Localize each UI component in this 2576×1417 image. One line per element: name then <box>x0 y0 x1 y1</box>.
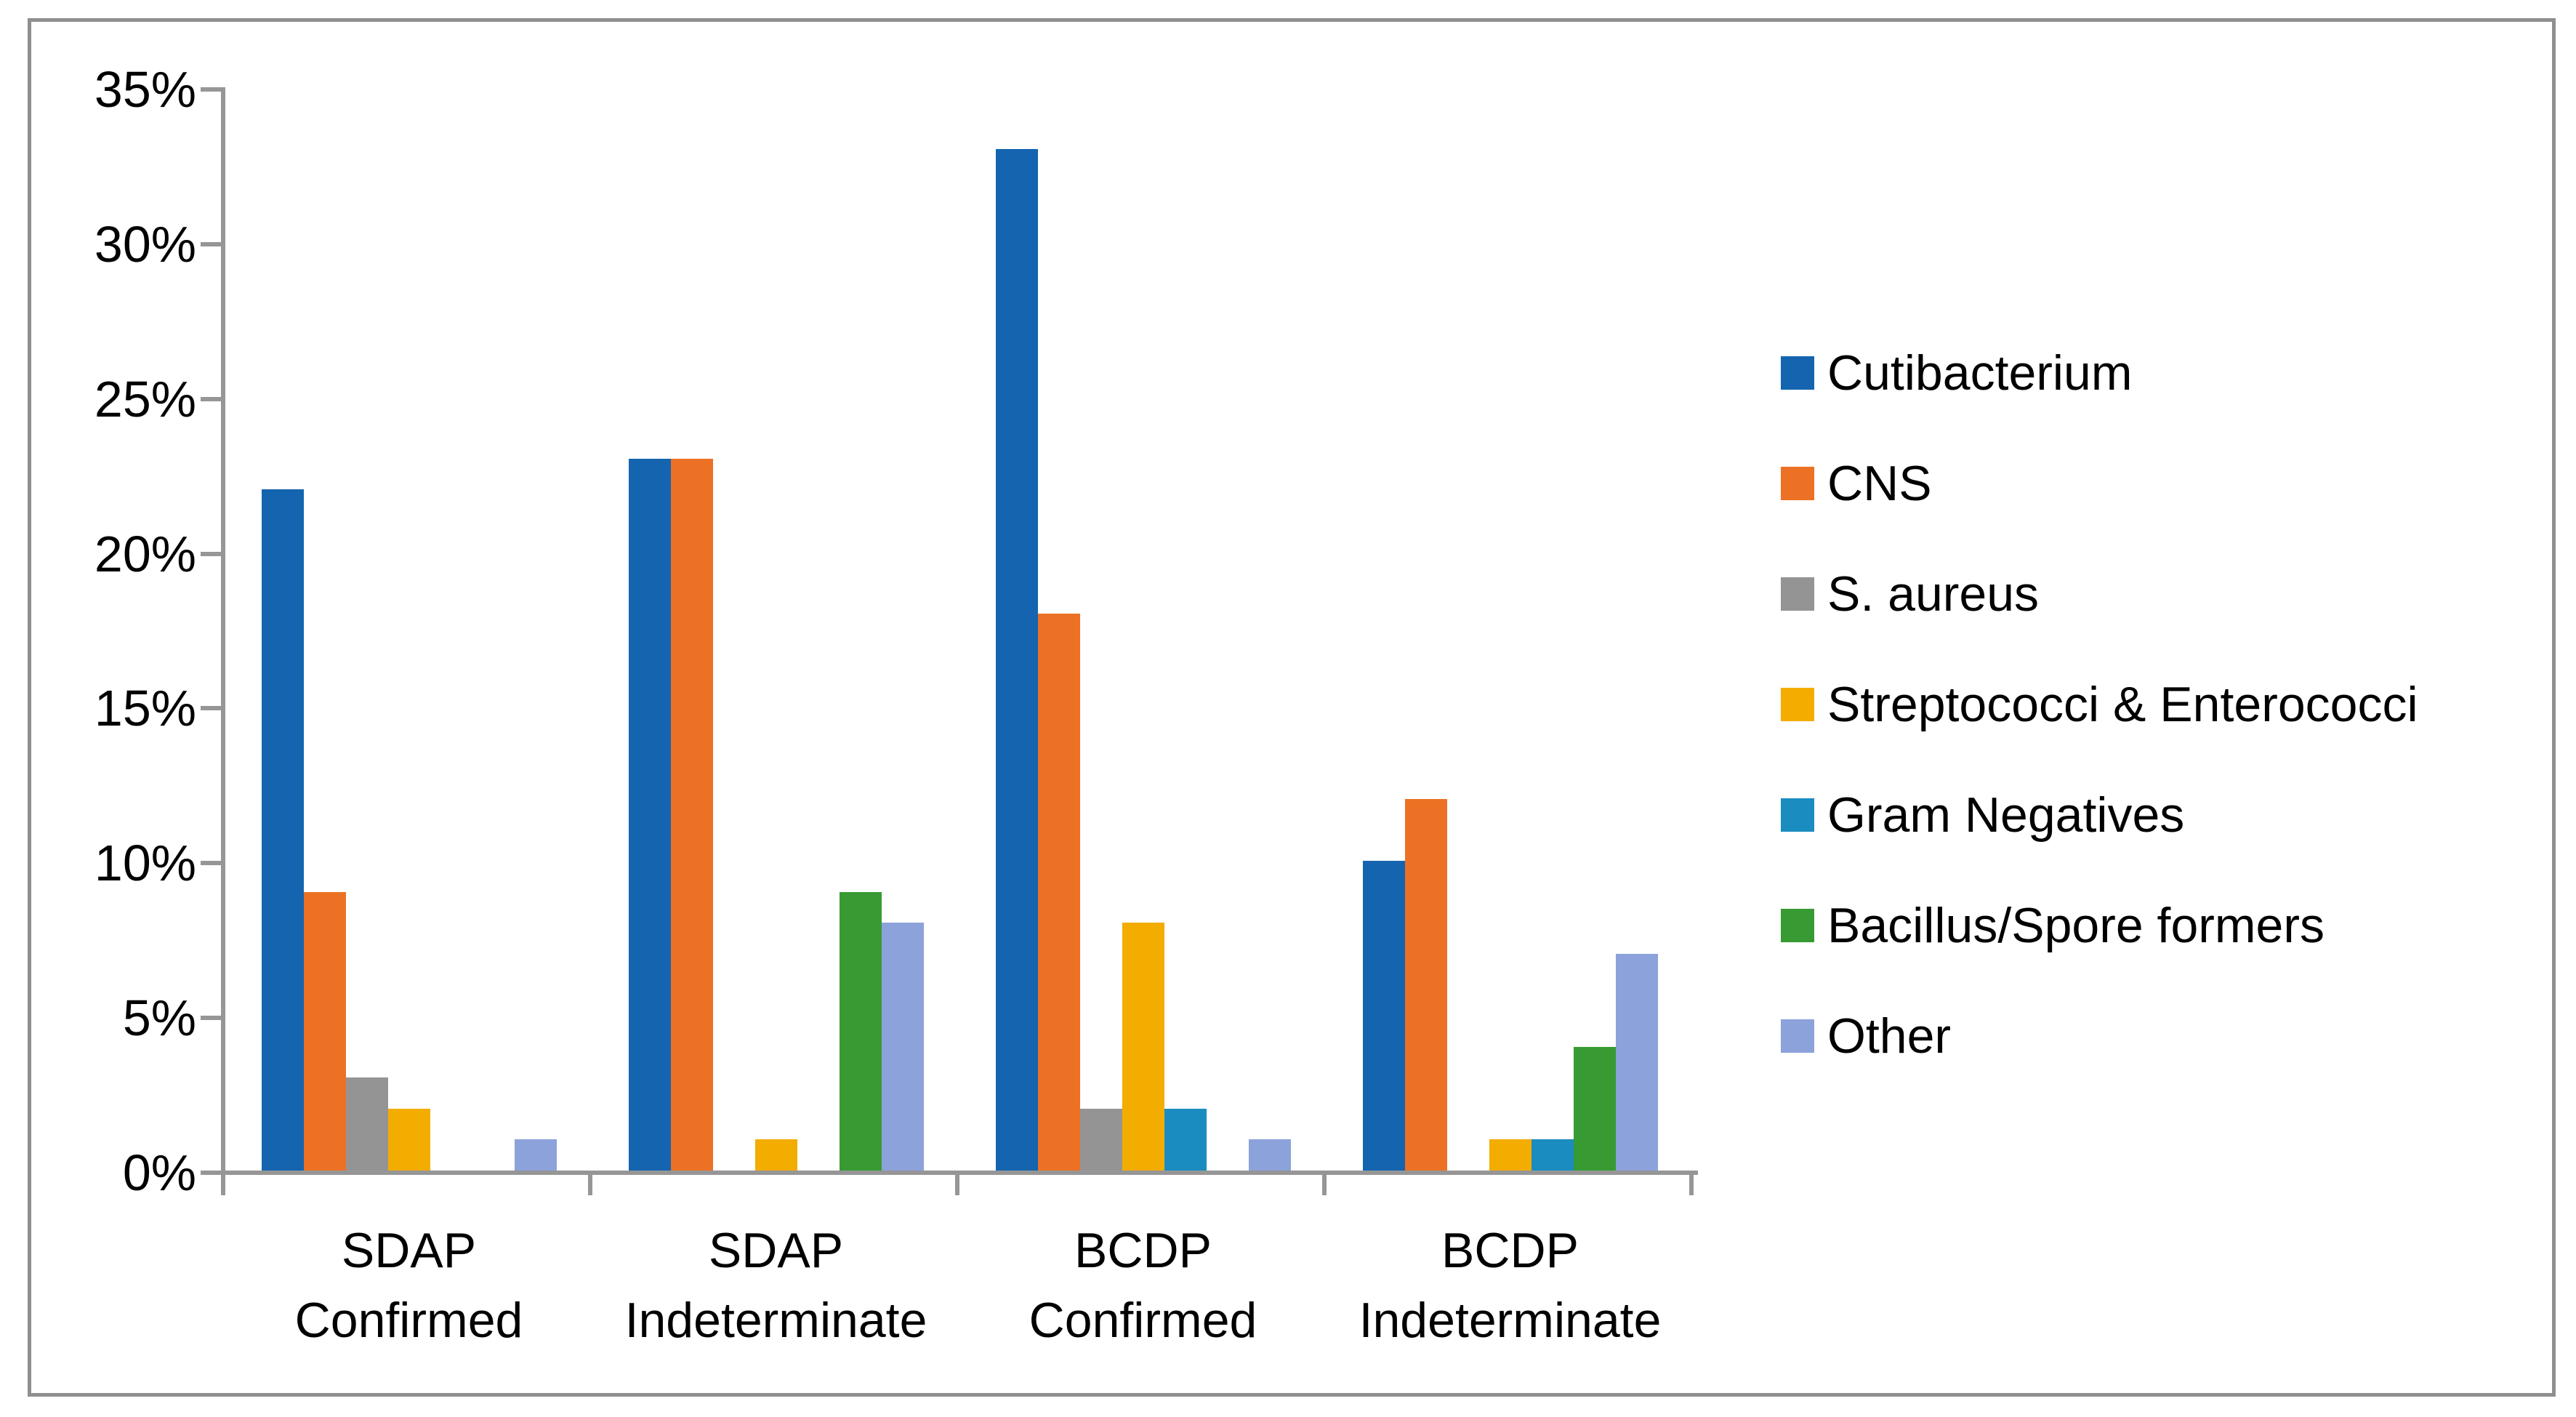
bar-streptococci-enterococci-cat3 <box>1489 1139 1531 1171</box>
x-axis-boundary-tick <box>1689 1171 1694 1195</box>
legend-item: S. aureus <box>1781 539 2039 649</box>
y-axis-tick-label: 30% <box>94 215 196 273</box>
bar-s-aureus-cat0 <box>345 1077 388 1171</box>
bar-streptococci-enterococci-cat0 <box>387 1108 430 1171</box>
legend-label: S. aureus <box>1827 566 2040 622</box>
category-label-line1: SDAP <box>341 1223 477 1278</box>
bar-cutibacterium-cat0 <box>261 489 304 1171</box>
legend-swatch <box>1781 577 1814 611</box>
legend-label: Other <box>1827 1008 1952 1064</box>
bar-streptococci-enterococci-cat2 <box>1122 923 1164 1171</box>
x-axis-boundary-tick <box>955 1171 959 1195</box>
bar-cutibacterium-cat1 <box>628 458 671 1171</box>
bar-cns-cat0 <box>303 891 346 1171</box>
legend-swatch <box>1781 798 1814 832</box>
x-axis-boundary-tick <box>588 1171 592 1195</box>
bar-bacillus-spore-formers-cat3 <box>1573 1046 1616 1171</box>
y-axis-tick-label: 20% <box>94 525 196 582</box>
y-axis-tick-label: 15% <box>94 680 196 737</box>
x-axis-boundary-tick <box>1322 1171 1327 1195</box>
legend-label: CNS <box>1827 456 1932 511</box>
y-axis-tick-label: 25% <box>94 370 196 427</box>
legend-swatch <box>1781 909 1814 942</box>
y-axis-tick <box>201 551 221 556</box>
bar-cutibacterium-cat2 <box>995 149 1038 1171</box>
y-axis-tick-label: 35% <box>94 61 196 118</box>
legend-item: Streptococci & Enterococci <box>1781 649 2418 760</box>
x-axis-category-label: BCDP Confirmed <box>959 1216 1327 1355</box>
y-axis-tick-label: 5% <box>122 990 196 1047</box>
category-label-line2: Indeterminate <box>624 1293 927 1348</box>
y-axis-tick <box>201 87 221 92</box>
y-axis-tick <box>201 861 221 866</box>
category-label-line2: Confirmed <box>1029 1293 1257 1348</box>
y-axis-tick <box>201 1016 221 1021</box>
legend-swatch <box>1781 467 1814 500</box>
bar-other-cat3 <box>1615 954 1658 1171</box>
legend-swatch <box>1781 688 1814 721</box>
x-axis-category-label: BCDP Indeterminate <box>1327 1216 1694 1355</box>
bar-other-cat0 <box>514 1139 557 1171</box>
bar-gram-negatives-cat3 <box>1531 1139 1574 1171</box>
bar-s-aureus-cat2 <box>1079 1108 1122 1171</box>
legend-item: Other <box>1781 981 1951 1091</box>
legend-label: Bacillus/Spore formers <box>1827 898 2325 953</box>
y-axis-tick-label: 0% <box>122 1144 196 1201</box>
legend-label: Cutibacterium <box>1827 345 2133 401</box>
legend-item: Bacillus/Spore formers <box>1781 870 2325 981</box>
legend-swatch <box>1781 1019 1814 1053</box>
bar-other-cat1 <box>881 923 924 1171</box>
bar-cns-cat1 <box>670 458 713 1171</box>
bar-cns-cat2 <box>1037 613 1080 1171</box>
legend-swatch <box>1781 356 1814 390</box>
bar-gram-negatives-cat2 <box>1164 1108 1207 1171</box>
legend-label: Streptococci & Enterococci <box>1827 677 2418 732</box>
legend-item: Gram Negatives <box>1781 760 2184 870</box>
bar-streptococci-enterococci-cat1 <box>754 1139 797 1171</box>
bar-cns-cat3 <box>1404 799 1447 1171</box>
category-label-line2: Indeterminate <box>1359 1293 1662 1348</box>
y-axis-tick-label: 10% <box>94 835 196 892</box>
x-axis-boundary-tick <box>221 1171 225 1195</box>
category-label-line2: Confirmed <box>294 1293 523 1348</box>
y-axis-tick <box>201 396 221 401</box>
category-label-line1: SDAP <box>708 1223 844 1278</box>
legend-item: CNS <box>1781 428 1932 539</box>
y-axis-tick <box>201 1171 221 1175</box>
category-label-line1: BCDP <box>1441 1223 1579 1278</box>
y-axis-line <box>221 87 225 1175</box>
x-axis-category-label: SDAP Confirmed <box>225 1216 592 1355</box>
bar-cutibacterium-cat3 <box>1362 861 1405 1171</box>
y-axis-tick <box>201 706 221 711</box>
legend-item: Cutibacterium <box>1781 318 2133 428</box>
bar-other-cat2 <box>1248 1139 1291 1171</box>
y-axis-tick <box>201 241 221 246</box>
category-label-line1: BCDP <box>1074 1223 1212 1278</box>
legend-label: Gram Negatives <box>1827 787 2185 843</box>
x-axis-line <box>221 1171 1698 1175</box>
bar-bacillus-spore-formers-cat1 <box>839 891 882 1171</box>
x-axis-category-label: SDAP Indeterminate <box>592 1216 959 1355</box>
chart-border-frame <box>28 18 2556 1397</box>
